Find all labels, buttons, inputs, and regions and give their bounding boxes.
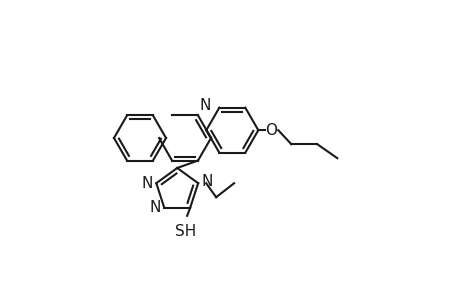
Text: SH: SH: [174, 224, 196, 239]
Text: N: N: [150, 200, 161, 215]
Text: N: N: [142, 176, 153, 191]
Text: N: N: [201, 174, 212, 189]
Text: N: N: [199, 98, 210, 113]
Text: O: O: [265, 123, 277, 138]
